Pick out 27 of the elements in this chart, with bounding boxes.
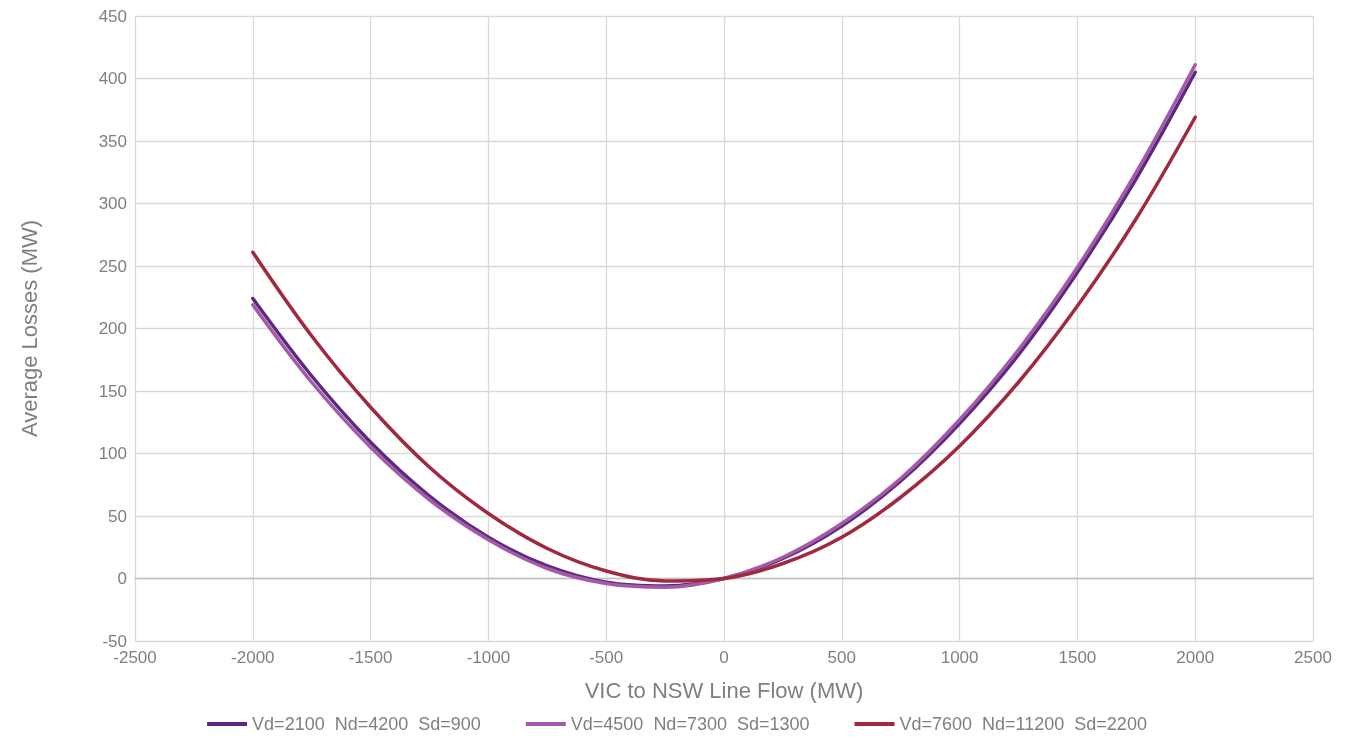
y-tick-label: 0 [117,569,127,588]
y-axis-title: Average Losses (MW) [16,219,42,438]
y-tick-label: 150 [98,381,127,401]
y-tick-label: 100 [98,444,127,463]
x-tick-label: -500 [589,648,624,667]
x-tick-label: -1500 [348,648,393,667]
y-tick-label: -50 [102,631,127,651]
x-tick-label: -1000 [466,648,511,667]
legend-label: Vd=2100 Nd=4200 Sd=900 [252,714,481,734]
y-tick-label: 350 [98,131,127,151]
y-tick-label: 300 [98,194,127,213]
y-tick-label: 250 [98,256,127,276]
x-tick-label: 2000 [1176,648,1215,667]
x-tick-label: -2000 [231,648,275,667]
x-tick-label: 0 [719,648,729,667]
x-tick-label: 1000 [940,648,979,667]
y-tick-label: 450 [98,6,127,26]
y-tick-label: 400 [98,69,127,88]
x-tick-label: 500 [827,648,856,667]
x-axis-title: VIC to NSW Line Flow (MW) [584,677,864,703]
x-tick-label: 2500 [1294,648,1332,667]
x-tick-label: -2500 [113,648,157,667]
x-tick-label: 1500 [1058,648,1097,667]
y-tick-label: 200 [98,319,127,338]
legend-label: Vd=7600 Nd=11200 Sd=2200 [899,714,1147,734]
y-tick-label: 50 [108,506,127,526]
legend-label: Vd=4500 Nd=7300 Sd=1300 [570,714,810,734]
